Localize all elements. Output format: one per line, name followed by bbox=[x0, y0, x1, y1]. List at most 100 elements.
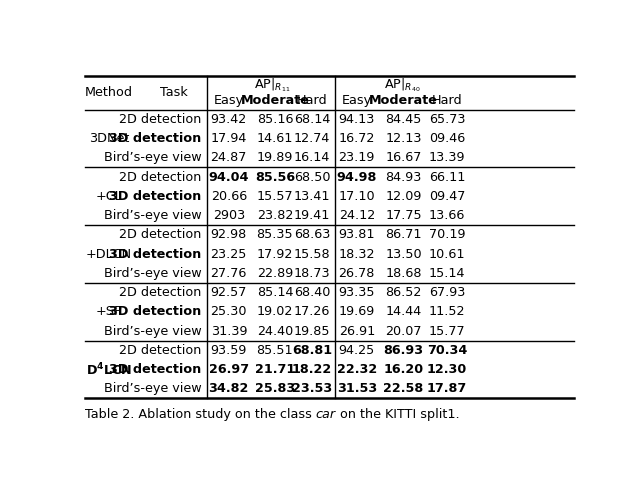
Text: 86.52: 86.52 bbox=[385, 286, 422, 299]
Text: 3DNet: 3DNet bbox=[88, 132, 129, 145]
Text: 23.82: 23.82 bbox=[257, 209, 293, 222]
Text: 22.89: 22.89 bbox=[257, 267, 293, 280]
Text: 24.87: 24.87 bbox=[211, 151, 247, 164]
Text: 31.53: 31.53 bbox=[337, 382, 377, 395]
Text: 23.19: 23.19 bbox=[339, 151, 375, 164]
Text: Table 2. Ablation study on the class: Table 2. Ablation study on the class bbox=[85, 408, 316, 421]
Text: 85.35: 85.35 bbox=[257, 228, 293, 241]
Text: 3D detection: 3D detection bbox=[109, 247, 202, 261]
Text: 68.50: 68.50 bbox=[294, 171, 330, 184]
Text: Moderate: Moderate bbox=[369, 94, 438, 107]
Text: 12.13: 12.13 bbox=[385, 132, 422, 145]
Text: 86.93: 86.93 bbox=[383, 344, 424, 357]
Text: 12.09: 12.09 bbox=[385, 190, 422, 203]
Text: 65.73: 65.73 bbox=[429, 113, 465, 126]
Text: 12.74: 12.74 bbox=[294, 132, 330, 145]
Text: 94.98: 94.98 bbox=[337, 171, 377, 184]
Text: Hard: Hard bbox=[297, 94, 328, 107]
Text: 21.71: 21.71 bbox=[255, 363, 295, 376]
Text: 16.14: 16.14 bbox=[294, 151, 330, 164]
Text: 17.75: 17.75 bbox=[385, 209, 422, 222]
Text: 22.58: 22.58 bbox=[383, 382, 424, 395]
Text: 26.97: 26.97 bbox=[209, 363, 249, 376]
Text: 3D detection: 3D detection bbox=[109, 363, 202, 376]
Text: 16.72: 16.72 bbox=[339, 132, 375, 145]
Text: 70.34: 70.34 bbox=[427, 344, 467, 357]
Text: 09.46: 09.46 bbox=[429, 132, 465, 145]
Text: 15.77: 15.77 bbox=[429, 324, 465, 338]
Text: +SP: +SP bbox=[95, 305, 122, 318]
Text: 17.92: 17.92 bbox=[257, 247, 293, 261]
Text: 84.45: 84.45 bbox=[385, 113, 422, 126]
Text: 85.16: 85.16 bbox=[257, 113, 293, 126]
Text: Moderate: Moderate bbox=[241, 94, 309, 107]
Text: 85.51: 85.51 bbox=[257, 344, 293, 357]
Text: $\mathbf{D^4}$LCN: $\mathbf{D^4}$LCN bbox=[86, 361, 132, 378]
Text: 93.81: 93.81 bbox=[339, 228, 375, 241]
Text: 24.12: 24.12 bbox=[339, 209, 375, 222]
Text: 23.25: 23.25 bbox=[211, 247, 247, 261]
Text: 93.35: 93.35 bbox=[339, 286, 375, 299]
Text: 17.10: 17.10 bbox=[339, 190, 375, 203]
Text: 2D detection: 2D detection bbox=[119, 228, 202, 241]
Text: Task: Task bbox=[161, 86, 188, 99]
Text: 17.87: 17.87 bbox=[427, 382, 467, 395]
Text: 2D detection: 2D detection bbox=[119, 171, 202, 184]
Text: 68.81: 68.81 bbox=[292, 344, 332, 357]
Text: 19.85: 19.85 bbox=[294, 324, 330, 338]
Text: 13.66: 13.66 bbox=[429, 209, 465, 222]
Text: Bird’s-eye view: Bird’s-eye view bbox=[104, 382, 202, 395]
Text: 92.98: 92.98 bbox=[211, 228, 247, 241]
Text: Bird’s-eye view: Bird’s-eye view bbox=[104, 267, 202, 280]
Text: 13.41: 13.41 bbox=[294, 190, 330, 203]
Text: 14.61: 14.61 bbox=[257, 132, 293, 145]
Text: 17.26: 17.26 bbox=[294, 305, 330, 318]
Text: 66.11: 66.11 bbox=[429, 171, 465, 184]
Text: Bird’s-eye view: Bird’s-eye view bbox=[104, 209, 202, 222]
Text: 26.78: 26.78 bbox=[339, 267, 375, 280]
Text: AP$|_{R_{11}}$: AP$|_{R_{11}}$ bbox=[254, 76, 290, 94]
Text: 70.19: 70.19 bbox=[429, 228, 465, 241]
Text: 22.32: 22.32 bbox=[337, 363, 377, 376]
Text: 18.73: 18.73 bbox=[294, 267, 330, 280]
Text: on the KITTI split1.: on the KITTI split1. bbox=[336, 408, 460, 421]
Text: 10.61: 10.61 bbox=[429, 247, 465, 261]
Text: 2903: 2903 bbox=[212, 209, 245, 222]
Text: Method: Method bbox=[84, 86, 132, 99]
Text: 3D detection: 3D detection bbox=[109, 132, 202, 145]
Text: 3D detection: 3D detection bbox=[109, 305, 202, 318]
Text: 85.56: 85.56 bbox=[255, 171, 295, 184]
Text: 94.25: 94.25 bbox=[339, 344, 375, 357]
Text: Hard: Hard bbox=[432, 94, 462, 107]
Text: 94.04: 94.04 bbox=[209, 171, 249, 184]
Text: 68.14: 68.14 bbox=[294, 113, 330, 126]
Text: 25.83: 25.83 bbox=[255, 382, 295, 395]
Text: 27.76: 27.76 bbox=[211, 267, 247, 280]
Text: 3D detection: 3D detection bbox=[109, 190, 202, 203]
Text: 86.71: 86.71 bbox=[385, 228, 422, 241]
Text: 20.66: 20.66 bbox=[211, 190, 247, 203]
Text: 23.53: 23.53 bbox=[292, 382, 332, 395]
Text: 19.89: 19.89 bbox=[257, 151, 293, 164]
Text: 15.14: 15.14 bbox=[429, 267, 465, 280]
Text: 24.40: 24.40 bbox=[257, 324, 293, 338]
Text: 93.59: 93.59 bbox=[211, 344, 247, 357]
Text: 16.67: 16.67 bbox=[385, 151, 422, 164]
Text: 34.82: 34.82 bbox=[209, 382, 249, 395]
Text: 68.63: 68.63 bbox=[294, 228, 330, 241]
Text: 14.44: 14.44 bbox=[385, 305, 422, 318]
Text: 67.93: 67.93 bbox=[429, 286, 465, 299]
Text: 19.02: 19.02 bbox=[257, 305, 293, 318]
Text: 17.94: 17.94 bbox=[211, 132, 247, 145]
Text: 25.30: 25.30 bbox=[211, 305, 247, 318]
Text: +DLCN: +DLCN bbox=[86, 247, 132, 261]
Text: 19.41: 19.41 bbox=[294, 209, 330, 222]
Text: 09.47: 09.47 bbox=[429, 190, 465, 203]
Text: Bird’s-eye view: Bird’s-eye view bbox=[104, 151, 202, 164]
Text: 68.40: 68.40 bbox=[294, 286, 330, 299]
Text: 18.22: 18.22 bbox=[292, 363, 332, 376]
Text: 13.39: 13.39 bbox=[429, 151, 465, 164]
Text: 19.69: 19.69 bbox=[339, 305, 375, 318]
Text: Easy: Easy bbox=[214, 94, 244, 107]
Text: 31.39: 31.39 bbox=[211, 324, 247, 338]
